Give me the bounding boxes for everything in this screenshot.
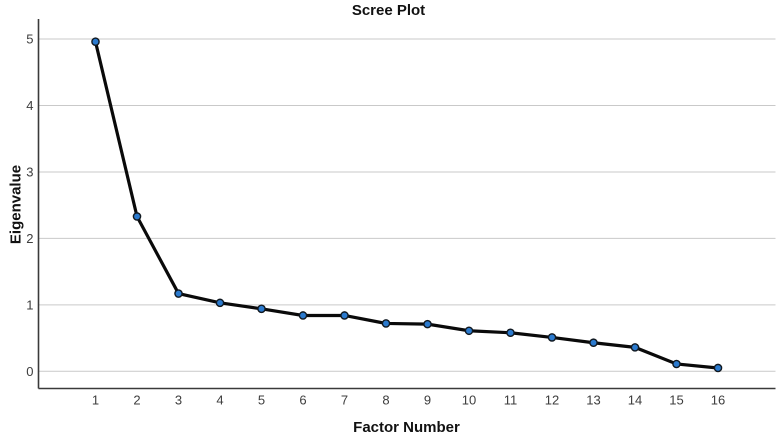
y-tick-label: 2	[26, 231, 33, 246]
x-tick-label: 16	[711, 393, 725, 408]
data-point-marker	[713, 363, 723, 373]
x-tick-label: 6	[299, 393, 306, 408]
x-tick-label: 14	[628, 393, 642, 408]
x-tick-label: 7	[341, 393, 348, 408]
data-point-marker	[506, 328, 515, 338]
series-line	[93, 41, 719, 370]
data-point-marker	[630, 343, 640, 352]
x-tick-label: 1	[92, 393, 99, 408]
data-point-marker	[257, 304, 266, 314]
x-tick-label: 3	[175, 393, 182, 408]
data-point-marker	[547, 333, 557, 342]
x-tick-label: 8	[382, 393, 389, 408]
data-point-marker	[672, 359, 681, 369]
x-tick-label: 15	[669, 393, 683, 408]
x-tick-label: 5	[258, 393, 265, 408]
data-point-marker	[91, 37, 100, 47]
y-tick-label: 0	[26, 364, 33, 379]
data-point-marker	[340, 311, 349, 320]
chart-title: Scree Plot	[351, 2, 426, 19]
data-point-marker	[589, 338, 598, 348]
data-point-marker	[381, 319, 391, 328]
y-tick-label: 3	[26, 164, 33, 179]
data-point-marker	[215, 298, 225, 308]
data-point-marker	[174, 289, 183, 298]
data-point-marker	[298, 311, 308, 320]
data-point-marker	[132, 212, 142, 221]
data-point-marker	[464, 326, 474, 336]
x-tick-label: 13	[586, 393, 600, 408]
x-tick-label: 4	[216, 393, 223, 408]
data-point-marker	[423, 319, 432, 329]
x-tick-label: 9	[424, 393, 431, 408]
x-tick-label: 10	[462, 393, 476, 408]
x-axis-title: Factor Number	[353, 419, 460, 436]
y-tick-label: 5	[26, 32, 33, 47]
y-tick-label: 4	[26, 98, 33, 113]
x-tick-label: 11	[504, 393, 518, 408]
x-tick-label: 2	[133, 393, 140, 408]
y-tick-label: 1	[26, 297, 33, 312]
x-tick-label: 12	[545, 393, 559, 408]
